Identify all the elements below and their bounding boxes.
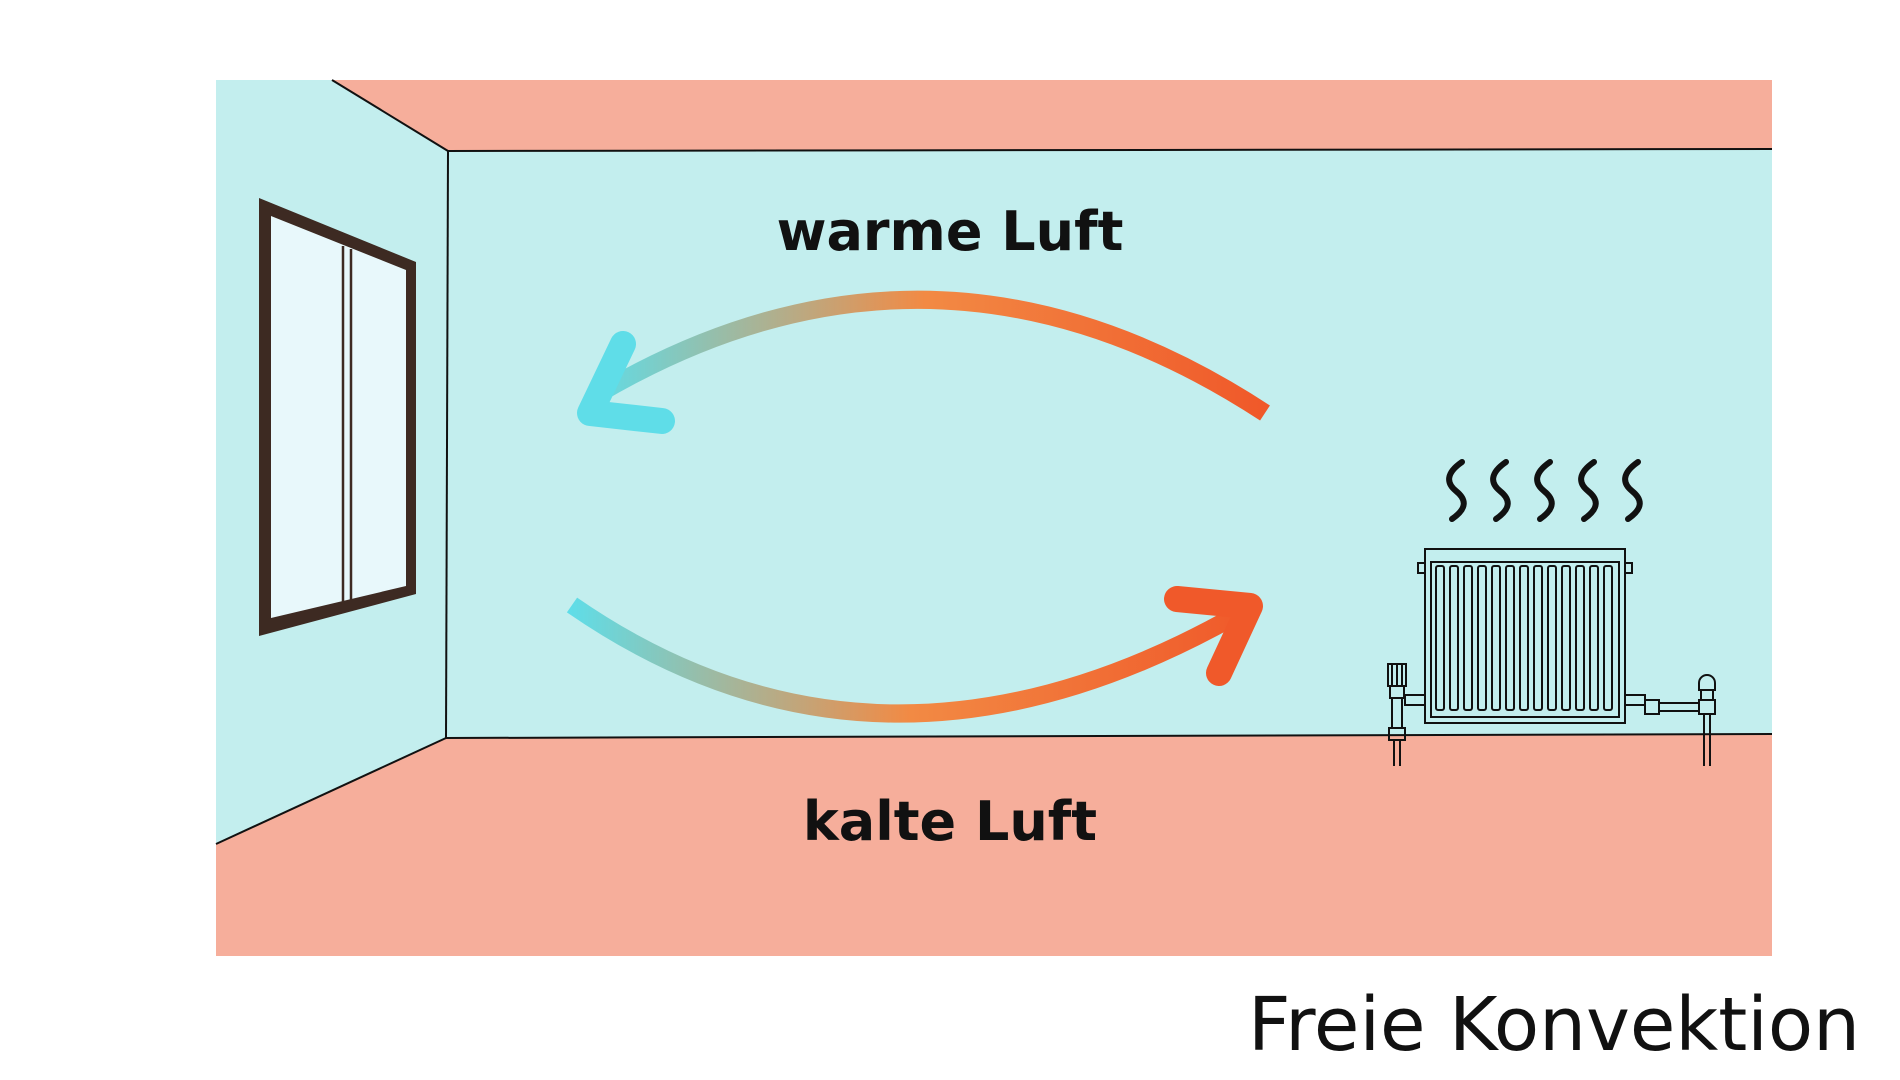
- window-icon: [259, 198, 416, 636]
- radiator-fins: [1435, 565, 1613, 711]
- back-wall: [446, 149, 1772, 738]
- cold-arrow-head: [1164, 586, 1263, 686]
- heat-waves-icon: [1446, 459, 1643, 522]
- diagram-caption: Freie Konvektion: [1247, 982, 1860, 1068]
- cold-air-arrow: [566, 586, 1263, 723]
- warm-air-label: warme Luft: [777, 200, 1124, 263]
- warm-air-arrow: [577, 290, 1270, 434]
- warm-arrow-head: [577, 331, 675, 434]
- radiator-icon: [1387, 548, 1716, 766]
- radiator-valve-left: [1387, 663, 1426, 766]
- cold-air-label: kalte Luft: [803, 790, 1097, 853]
- radiator-valve-right: [1624, 674, 1716, 766]
- arrow-right-curved-icon: [566, 597, 1245, 723]
- arrow-left-curved-icon: [595, 290, 1270, 421]
- room-edges: [215, 79, 1773, 845]
